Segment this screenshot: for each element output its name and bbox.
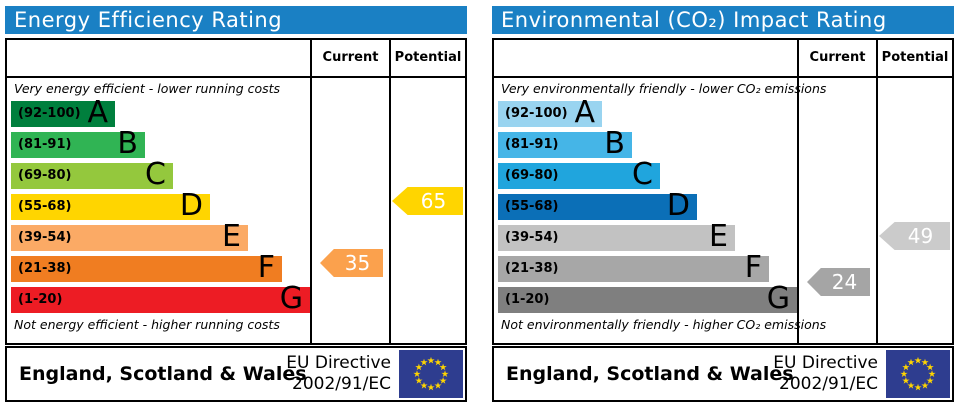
band-range: (39-54) <box>505 230 559 245</box>
band-letter: E <box>709 219 728 254</box>
eu-directive-label: EU Directive 2002/91/EC <box>286 353 391 395</box>
potential-rating-value: 65 <box>420 189 447 213</box>
potential-column-header: Potential <box>881 50 949 65</box>
panel-footer: England, Scotland & Wales EU Directive 2… <box>492 346 954 402</box>
band-letter: D <box>179 188 203 223</box>
band-range: (1-20) <box>505 292 550 307</box>
rating-band-e: (39-54) E <box>498 219 735 254</box>
rating-band-b: (81-91) B <box>11 126 145 161</box>
current-column-divider <box>310 40 312 343</box>
rating-band-d: (55-68) D <box>11 188 210 223</box>
header-divider <box>494 76 952 78</box>
top-note: Very energy efficient - lower running co… <box>14 81 281 96</box>
panel-footer: England, Scotland & Wales EU Directive 2… <box>5 346 467 402</box>
eu-directive-line1: EU Directive <box>286 353 391 373</box>
eu-flag-icon <box>399 350 463 398</box>
header-divider <box>7 76 465 78</box>
potential-column-divider <box>876 40 878 343</box>
rating-band-a: (92-100) A <box>11 95 115 130</box>
band-letter: B <box>604 126 625 161</box>
panel-title: Energy Efficiency Rating <box>5 6 467 34</box>
band-range: (39-54) <box>18 230 72 245</box>
environmental-impact-panel: Environmental (CO₂) Impact Rating Curren… <box>492 6 954 402</box>
rating-band-c: (69-80) C <box>498 157 660 192</box>
band-range: (92-100) <box>505 106 568 121</box>
band-range: (55-68) <box>18 199 72 214</box>
current-rating-value: 24 <box>831 270 858 294</box>
eu-flag-icon <box>886 350 950 398</box>
band-letter: D <box>666 188 690 223</box>
band-letter: G <box>766 281 790 316</box>
current-column-header: Current <box>809 50 866 65</box>
band-range: (69-80) <box>18 168 72 183</box>
band-range: (55-68) <box>505 199 559 214</box>
potential-rating-arrow: 49 <box>879 222 950 250</box>
energy-efficiency-panel: Energy Efficiency Rating Current Potenti… <box>5 6 467 402</box>
band-letter: A <box>87 95 108 130</box>
eu-directive-line2: 2002/91/EC <box>779 374 878 394</box>
current-column-header: Current <box>322 50 379 65</box>
current-rating-value: 35 <box>344 251 371 275</box>
current-column-divider <box>797 40 799 343</box>
region-label: England, Scotland & Wales <box>19 363 307 385</box>
band-range: (81-91) <box>18 137 72 152</box>
band-letter: G <box>279 281 303 316</box>
band-range: (1-20) <box>18 292 63 307</box>
band-range: (81-91) <box>505 137 559 152</box>
rating-chart: Current Potential Very environmentally f… <box>492 38 954 345</box>
band-range: (21-38) <box>505 261 559 276</box>
eu-directive-label: EU Directive 2002/91/EC <box>773 353 878 395</box>
current-rating-arrow: 35 <box>320 249 383 277</box>
band-letter: F <box>257 250 275 285</box>
eu-directive-line2: 2002/91/EC <box>292 374 391 394</box>
rating-band-a: (92-100) A <box>498 95 602 130</box>
rating-band-g: (1-20) G <box>498 281 797 316</box>
potential-rating-arrow: 65 <box>392 187 463 215</box>
potential-column-header: Potential <box>394 50 462 65</box>
band-range: (21-38) <box>18 261 72 276</box>
rating-band-d: (55-68) D <box>498 188 697 223</box>
rating-band-f: (21-38) F <box>11 250 282 285</box>
band-letter: B <box>117 126 138 161</box>
rating-band-b: (81-91) B <box>498 126 632 161</box>
band-range: (69-80) <box>505 168 559 183</box>
band-letter: A <box>574 95 595 130</box>
panel-title: Environmental (CO₂) Impact Rating <box>492 6 954 34</box>
band-letter: C <box>145 157 166 192</box>
band-letter: F <box>744 250 762 285</box>
potential-column-divider <box>389 40 391 343</box>
band-letter: C <box>632 157 653 192</box>
rating-band-f: (21-38) F <box>498 250 769 285</box>
top-note: Very environmentally friendly - lower CO… <box>501 81 827 96</box>
potential-rating-value: 49 <box>907 224 934 248</box>
rating-band-c: (69-80) C <box>11 157 173 192</box>
rating-band-g: (1-20) G <box>11 281 310 316</box>
region-label: England, Scotland & Wales <box>506 363 794 385</box>
band-letter: E <box>222 219 241 254</box>
rating-band-e: (39-54) E <box>11 219 248 254</box>
bottom-note: Not energy efficient - higher running co… <box>14 317 280 332</box>
bottom-note: Not environmentally friendly - higher CO… <box>501 317 827 332</box>
band-range: (92-100) <box>18 106 81 121</box>
current-rating-arrow: 24 <box>807 268 870 296</box>
rating-chart: Current Potential Very energy efficient … <box>5 38 467 345</box>
eu-directive-line1: EU Directive <box>773 353 878 373</box>
